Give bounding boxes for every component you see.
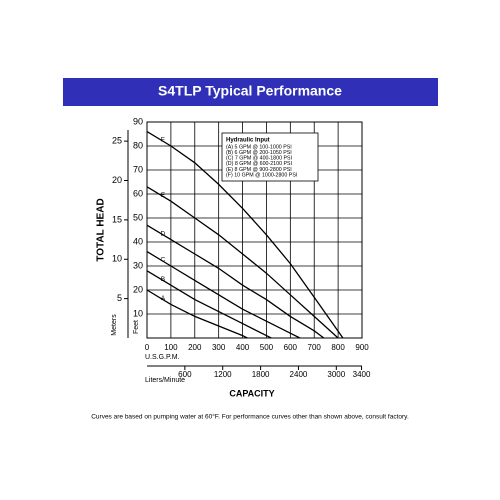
- x-tick-label: 400: [236, 343, 250, 352]
- y2-tick-label: 25: [112, 136, 122, 146]
- y-axis-title: TOTAL HEAD: [96, 198, 107, 261]
- y-tick-label: 40: [133, 236, 143, 246]
- x2-tick-label: 3000: [327, 370, 345, 379]
- title-banner: [63, 78, 438, 106]
- y-tick-label: 10: [133, 308, 143, 318]
- x-tick-label: 600: [284, 343, 298, 352]
- curve-label: F: [161, 137, 165, 144]
- curve-label: C: [161, 257, 166, 264]
- curve-label: B: [161, 276, 165, 283]
- y-tick-label: 80: [133, 140, 143, 150]
- y2-unit-label: Meters: [111, 314, 118, 336]
- x-tick-label: 800: [331, 343, 345, 352]
- x-tick-label: 100: [164, 343, 178, 352]
- x-tick-label: 300: [212, 343, 226, 352]
- x-tick-label: 500: [260, 343, 274, 352]
- y-tick-label: 60: [133, 188, 143, 198]
- y2-tick-label: 10: [112, 254, 122, 264]
- y-tick-label: 90: [133, 116, 143, 126]
- y2-tick-label: 15: [112, 214, 122, 224]
- y2-tick-label: 20: [112, 175, 122, 185]
- y-tick-label: 20: [133, 284, 143, 294]
- y-unit-label: Feet: [133, 320, 140, 334]
- y-tick-label: 30: [133, 260, 143, 270]
- curve-label: A: [161, 295, 166, 302]
- curve: [146, 270, 272, 339]
- x2-tick-label: 600: [178, 370, 192, 379]
- x2-tick-label: 3400: [353, 370, 371, 379]
- legend-title: Hydraulic Input: [226, 138, 270, 144]
- x2-tick-label: 2400: [290, 370, 308, 379]
- x-tick-label: 0: [145, 343, 150, 352]
- y2-tick-label: 5: [117, 293, 122, 303]
- legend-box: [221, 132, 319, 182]
- x-axis-title: CAPACITY: [229, 388, 274, 398]
- curve: [146, 289, 248, 339]
- x-tick-label: 700: [308, 343, 322, 352]
- curve: [146, 131, 344, 339]
- legend-entry: (E) 8 GPM @ 900-2800 PSI: [226, 167, 292, 173]
- legend-entry: (C) 7 GPM @ 400-1800 PSI: [226, 156, 292, 162]
- legend-entry: (F) 10 GPM @ 1000-2800 PSI: [226, 172, 297, 178]
- legend-entry: (B) 6 GPM @ 200-1050 PSI: [226, 150, 292, 156]
- legend-entry: (A) 5 GPM @ 100-1000 PSI: [226, 144, 292, 150]
- curve: [146, 251, 301, 339]
- x-tick-label: 200: [188, 343, 202, 352]
- curve-label: D: [161, 230, 166, 237]
- y-tick-label: 50: [133, 212, 143, 222]
- footnote: Curves are based on pumping water at 60°…: [91, 413, 409, 421]
- x-tick-label: 900: [355, 343, 369, 352]
- curve-label: E: [161, 192, 166, 199]
- legend-entry: (D) 8 GPM @ 600-2100 PSI: [226, 161, 292, 167]
- x-unit-label: U.S.G.P.M.: [145, 354, 180, 361]
- x2-tick-label: 1200: [214, 370, 232, 379]
- x2-unit-label: Liters/Minute: [145, 377, 185, 384]
- curve: [146, 224, 325, 339]
- curve: [146, 186, 339, 339]
- x2-tick-label: 1800: [252, 370, 270, 379]
- chart-title: S4TLP Typical Performance: [158, 83, 342, 99]
- y-tick-label: 70: [133, 164, 143, 174]
